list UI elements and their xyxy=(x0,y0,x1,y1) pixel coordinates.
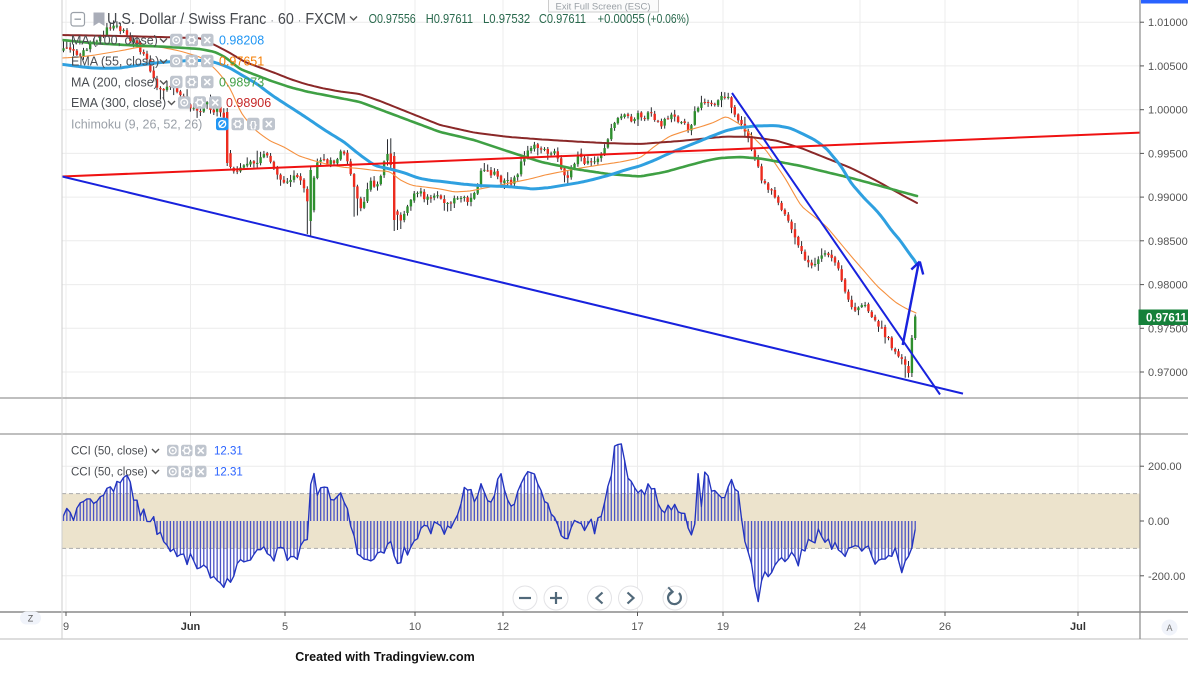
svg-text:Ichimoku (9, 26, 52, 26): Ichimoku (9, 26, 52, 26) xyxy=(71,118,202,132)
svg-text:9: 9 xyxy=(63,621,69,633)
svg-text:(+0.06%): (+0.06%) xyxy=(647,12,689,26)
svg-text:0.98000: 0.98000 xyxy=(1148,280,1188,292)
svg-text:19: 19 xyxy=(717,621,729,633)
svg-text:26: 26 xyxy=(939,621,951,633)
svg-text:12: 12 xyxy=(497,621,509,633)
svg-text:0.99500: 0.99500 xyxy=(1148,148,1188,160)
svg-text:{}: {} xyxy=(250,120,258,131)
svg-text:0.97651: 0.97651 xyxy=(219,55,264,69)
svg-text:L0.97532: L0.97532 xyxy=(483,12,530,26)
svg-text:0.98906: 0.98906 xyxy=(226,96,271,110)
svg-text:MA (100, close): MA (100, close) xyxy=(71,34,158,48)
svg-text:0.99000: 0.99000 xyxy=(1148,192,1188,204)
svg-text:0.98208: 0.98208 xyxy=(219,34,264,48)
svg-text:+0.00055: +0.00055 xyxy=(598,12,645,26)
svg-text:0.97500: 0.97500 xyxy=(1148,323,1188,335)
svg-text:0.98500: 0.98500 xyxy=(1148,236,1188,248)
svg-text:Created with Tradingview.com: Created with Tradingview.com xyxy=(295,650,474,664)
svg-text:200.00: 200.00 xyxy=(1148,461,1182,473)
svg-text:0.98973: 0.98973 xyxy=(219,76,264,90)
svg-text:Exit Full Screen (ESC): Exit Full Screen (ESC) xyxy=(555,2,650,13)
svg-text:10: 10 xyxy=(409,621,421,633)
svg-text:12.31: 12.31 xyxy=(214,446,243,458)
svg-text:CCI (50, close): CCI (50, close) xyxy=(71,446,148,458)
svg-text:0.00: 0.00 xyxy=(1148,516,1169,528)
svg-text:Jun: Jun xyxy=(181,621,201,633)
svg-text:-200.00: -200.00 xyxy=(1148,571,1185,583)
svg-text:Jul: Jul xyxy=(1070,621,1086,633)
svg-text:H0.97611: H0.97611 xyxy=(426,12,473,26)
svg-text:Z: Z xyxy=(28,614,34,624)
svg-text:EMA (55, close): EMA (55, close) xyxy=(71,55,159,69)
svg-text:1.01000: 1.01000 xyxy=(1148,17,1188,29)
svg-text:C0.97611: C0.97611 xyxy=(539,12,586,26)
svg-text:1.00000: 1.00000 xyxy=(1148,105,1188,117)
svg-text:24: 24 xyxy=(854,621,866,633)
svg-text:5: 5 xyxy=(282,621,288,633)
svg-text:A: A xyxy=(1166,623,1172,633)
svg-text:0.97000: 0.97000 xyxy=(1148,367,1188,379)
svg-text:MA (200, close): MA (200, close) xyxy=(71,76,158,90)
svg-text:CCI (50, close): CCI (50, close) xyxy=(71,467,148,479)
svg-text:U.S. Dollar / Swiss Franc · 60: U.S. Dollar / Swiss Franc · 60 · FXCM xyxy=(107,11,346,28)
svg-text:12.31: 12.31 xyxy=(214,467,243,479)
svg-text:O0.97556: O0.97556 xyxy=(369,12,416,26)
svg-text:0.97611: 0.97611 xyxy=(1146,313,1188,325)
svg-text:17: 17 xyxy=(631,621,643,633)
svg-text:1.00500: 1.00500 xyxy=(1148,61,1188,73)
svg-text:EMA (300, close): EMA (300, close) xyxy=(71,96,166,110)
